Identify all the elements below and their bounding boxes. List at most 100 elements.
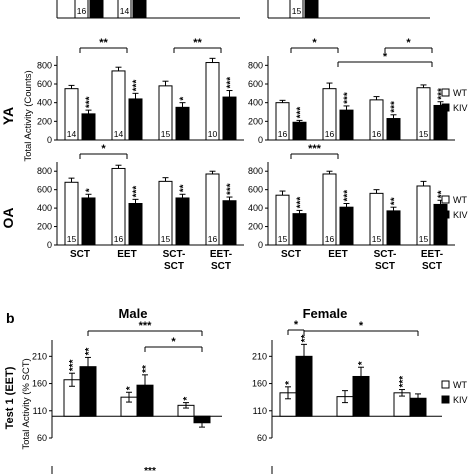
y-tick-label-a1: 800: [248, 60, 263, 70]
legend-label-wt: WT: [453, 88, 467, 98]
significance-star: **: [390, 197, 401, 205]
sig-bracket-label: *: [383, 51, 388, 63]
significance-star: **: [141, 365, 152, 373]
sig-bracket-label: *: [101, 143, 106, 155]
x-tick-label: EET-: [421, 249, 443, 260]
n-label: 16: [389, 234, 399, 244]
sig-bracket-label: *: [171, 336, 176, 348]
significance-star: ***: [343, 92, 354, 104]
y-tick-label-a3: 200: [248, 222, 263, 232]
x-tick-label: EET: [117, 249, 136, 260]
sig-bracket-label: **: [193, 37, 202, 49]
n-label: 16: [178, 234, 188, 244]
y-tick-label-a3: 800: [248, 166, 263, 176]
significance-star: ***: [68, 359, 79, 371]
top-strip-n: 16: [77, 6, 87, 16]
y-tick-label-b0: 110: [33, 406, 47, 416]
y-tick-label-a0: 600: [37, 79, 52, 89]
y-tick-label-a0: 0: [47, 135, 52, 145]
significance-star: ***: [226, 183, 237, 195]
n-label: 16: [325, 129, 335, 139]
title-male: Male: [119, 306, 148, 321]
n-label: 16: [295, 234, 305, 244]
significance-star: ***: [390, 101, 401, 113]
row-label-oa: OA: [0, 208, 16, 229]
significance-star: ***: [132, 80, 143, 92]
sig-bracket-label: *: [406, 37, 411, 49]
sig-bracket-label: *: [312, 37, 317, 49]
x-tick-label: SCT: [211, 261, 231, 272]
significance-star: **: [300, 334, 311, 342]
y-tick-label-a0: 400: [37, 98, 52, 108]
sig-bracket-label: **: [99, 37, 108, 49]
y-axis-label-a: Total Activity (Counts): [23, 70, 34, 161]
y-tick-label-a2: 600: [37, 185, 52, 195]
x-tick-label: EET: [328, 249, 347, 260]
y-tick-label-b0: 60: [37, 433, 47, 443]
n-label: 16: [131, 234, 141, 244]
n-label: 15: [419, 129, 429, 139]
n-label: 16: [342, 129, 352, 139]
legend-label-b-kiv: KIV: [453, 395, 468, 405]
significance-star: ***: [132, 186, 143, 198]
n-label: 15: [161, 234, 171, 244]
legend-label-wt: WT: [453, 195, 467, 205]
n-label: 16: [178, 129, 188, 139]
significance-star: *: [179, 97, 190, 101]
significance-star: *: [125, 386, 136, 390]
x-tick-label: SCT: [375, 261, 395, 272]
significance-star: ***: [226, 77, 237, 89]
y-tick-label-b1: 160: [252, 379, 267, 389]
top-strip-n: 14: [120, 6, 130, 16]
y-tick-label-a0: 800: [37, 60, 52, 70]
sig-bracket-label: *: [359, 320, 364, 332]
x-tick-label: SCT: [70, 249, 90, 260]
x-tick-label: SCT: [164, 261, 184, 272]
sig-bracket-label: ***: [139, 320, 153, 332]
n-label: 14: [225, 129, 235, 139]
n-label: 16: [84, 234, 94, 244]
legend-swatch-b-kiv: [441, 395, 450, 404]
y-tick-label-b0: 210: [32, 351, 47, 361]
n-label: 16: [342, 234, 352, 244]
n-label: 16: [436, 234, 446, 244]
n-label: 14: [67, 129, 77, 139]
legend-swatch-wt: [441, 195, 450, 204]
y-tick-label-b1: 110: [253, 406, 267, 416]
n-label: 14: [114, 129, 124, 139]
y-tick-label-a1: 0: [258, 135, 263, 145]
y-tick-label-a1: 200: [248, 116, 263, 126]
legend-label-b-wt: WT: [453, 380, 467, 390]
n-label: 16: [325, 234, 335, 244]
x-tick-label: SCT: [422, 261, 442, 272]
bottom-strip-stars: ***: [144, 466, 156, 474]
x-tick-label: EET-: [210, 249, 232, 260]
y-tick-label-b1: 210: [252, 351, 267, 361]
y-axis-label-b: Total Activity (% SCT): [21, 358, 32, 449]
n-label: 10: [208, 129, 218, 139]
n-label: 16: [389, 129, 399, 139]
significance-star: ***: [296, 197, 307, 209]
n-label: 16: [295, 129, 305, 139]
significance-star: ***: [296, 107, 307, 119]
sig-bracket-label: ***: [308, 143, 322, 155]
n-label: 15: [161, 129, 171, 139]
n-label: 16: [372, 129, 382, 139]
legend-label-kiv: KIV: [453, 210, 468, 220]
significance-star: ***: [343, 190, 354, 202]
significance-star: ***: [85, 96, 96, 108]
y-tick-label-a2: 800: [37, 166, 52, 176]
x-tick-label: SCT-: [374, 249, 397, 260]
y-tick-label-a2: 400: [37, 203, 52, 213]
n-label: 16: [225, 234, 235, 244]
top-strip-n: 15: [307, 6, 317, 16]
y-tick-label-b1: 60: [257, 433, 267, 443]
significance-star: **: [179, 184, 190, 192]
significance-star: ***: [398, 376, 409, 388]
y-tick-label-a3: 400: [248, 203, 263, 213]
y-tick-label-a2: 0: [47, 240, 52, 250]
top-strip-n: 16: [135, 6, 145, 16]
legend-swatch-wt: [441, 88, 450, 97]
